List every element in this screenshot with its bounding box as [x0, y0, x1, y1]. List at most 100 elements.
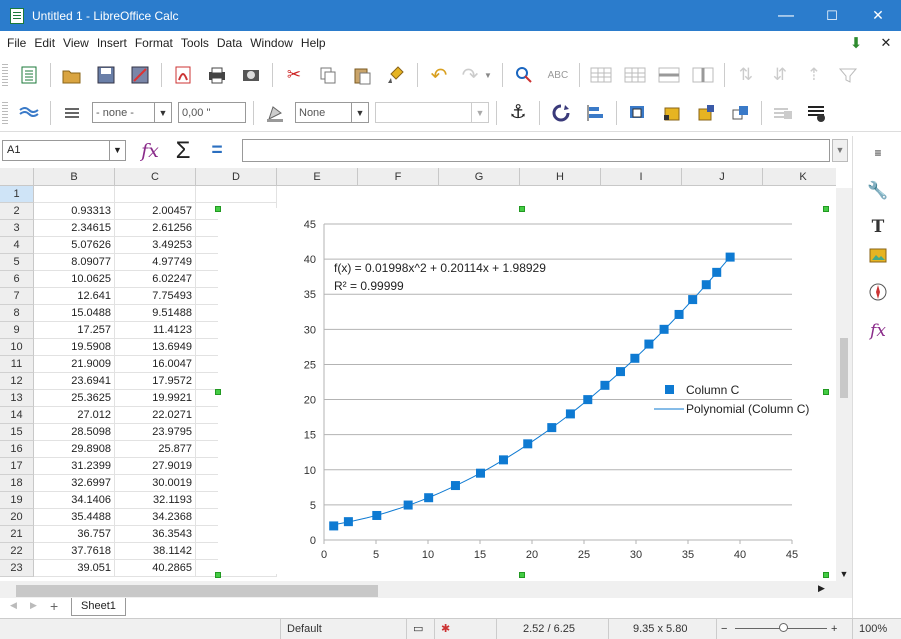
bring-to-front-icon[interactable]: [660, 101, 684, 125]
save-icon[interactable]: [94, 63, 118, 87]
menu-file[interactable]: File: [7, 35, 27, 50]
cell-b[interactable]: 28.5098: [34, 424, 115, 441]
sheet-tab[interactable]: Sheet1: [71, 598, 126, 616]
undo-icon[interactable]: ↶: [430, 64, 448, 87]
row-header[interactable]: 4: [0, 237, 34, 254]
column-header-f[interactable]: F: [358, 168, 439, 186]
cell-c[interactable]: 16.0047: [115, 356, 196, 373]
language-icon[interactable]: ▭: [406, 619, 434, 639]
copy-icon[interactable]: [316, 63, 340, 87]
row-header[interactable]: 17: [0, 458, 34, 475]
paste-icon[interactable]: [350, 63, 374, 87]
column-header-i[interactable]: I: [601, 168, 682, 186]
row-header[interactable]: 3: [0, 220, 34, 237]
horizontal-scrollbar[interactable]: ▶: [0, 581, 852, 601]
row-header[interactable]: 6: [0, 271, 34, 288]
row-header[interactable]: 15: [0, 424, 34, 441]
cell-c[interactable]: 40.2865: [115, 560, 196, 577]
formula-icon[interactable]: =: [211, 140, 223, 161]
menu-window[interactable]: Window: [250, 35, 293, 50]
scroll-right-icon[interactable]: ▶: [818, 583, 825, 593]
row-header[interactable]: 21: [0, 526, 34, 543]
row-header[interactable]: 22: [0, 543, 34, 560]
cell-c[interactable]: 3.49253: [115, 237, 196, 254]
close-button[interactable]: ✕: [872, 7, 884, 23]
rotate-icon[interactable]: [549, 101, 573, 125]
menu-view[interactable]: View: [63, 35, 89, 50]
row-header[interactable]: 10: [0, 339, 34, 356]
chart-handle-bottom[interactable]: [519, 572, 525, 578]
line-width-field[interactable]: 0,00 ": [178, 102, 246, 123]
row-header[interactable]: 7: [0, 288, 34, 305]
spelling-icon[interactable]: ABC: [547, 69, 569, 81]
cell-b[interactable]: 32.6997: [34, 475, 115, 492]
minimize-button[interactable]: —: [778, 6, 794, 24]
menu-help[interactable]: Help: [300, 35, 326, 50]
print-icon[interactable]: [205, 63, 229, 87]
vertical-scrollbar[interactable]: ▼: [836, 188, 852, 581]
menu-format[interactable]: Format: [134, 35, 173, 50]
last-sheet-icon[interactable]: ▶: [30, 600, 37, 610]
select-all-icon[interactable]: [805, 101, 829, 125]
functions-icon[interactable]: fx: [870, 321, 886, 341]
expand-formula-icon[interactable]: ▼: [832, 139, 848, 162]
cell-b[interactable]: 17.257: [34, 322, 115, 339]
send-to-back-icon[interactable]: [694, 101, 718, 125]
maximize-button[interactable]: ☐: [826, 7, 838, 23]
cell-b[interactable]: 10.0625: [34, 271, 115, 288]
menu-insert[interactable]: Insert: [96, 35, 127, 50]
border-style-select[interactable]: - none - ▼: [92, 102, 172, 123]
cell-c[interactable]: 32.1193: [115, 492, 196, 509]
row-header[interactable]: 23: [0, 560, 34, 577]
chart-handle-bottom-left[interactable]: [215, 572, 221, 578]
zoom-slider[interactable]: − +: [716, 619, 840, 639]
cell-b[interactable]: 39.051: [34, 560, 115, 577]
cell-b[interactable]: 35.4488: [34, 509, 115, 526]
open-folder-icon[interactable]: [60, 63, 84, 87]
export-pdf-icon[interactable]: [171, 63, 195, 87]
cell-b[interactable]: 8.09077: [34, 254, 115, 271]
column-header-b[interactable]: B: [34, 168, 115, 186]
column-header-c[interactable]: C: [115, 168, 196, 186]
row-header[interactable]: 9: [0, 322, 34, 339]
toolbar-grip[interactable]: [2, 64, 8, 86]
cell-c[interactable]: 7.75493: [115, 288, 196, 305]
navigator-icon[interactable]: [865, 282, 891, 308]
line-style-icon[interactable]: [60, 101, 84, 125]
first-sheet-icon[interactable]: ◀: [10, 600, 17, 610]
cell-b[interactable]: 15.0488: [34, 305, 115, 322]
chart-handle-top-right[interactable]: [823, 206, 829, 212]
cell-c[interactable]: 27.9019: [115, 458, 196, 475]
cell-c[interactable]: 19.9921: [115, 390, 196, 407]
row-header[interactable]: 11: [0, 356, 34, 373]
cell-c[interactable]: 23.9795: [115, 424, 196, 441]
cell-c[interactable]: 17.9572: [115, 373, 196, 390]
cell-c[interactable]: 6.02247: [115, 271, 196, 288]
anchor-icon[interactable]: ⚓: [509, 102, 527, 123]
cell-b[interactable]: 2.34615: [34, 220, 115, 237]
align-objects-icon[interactable]: [583, 101, 607, 125]
cell-c[interactable]: 30.0019: [115, 475, 196, 492]
cut-icon[interactable]: ✂: [286, 65, 302, 84]
page-style[interactable]: Default: [280, 619, 406, 639]
update-download-icon[interactable]: ⬇: [849, 34, 863, 52]
function-wizard-icon[interactable]: fx: [141, 140, 159, 162]
row-header[interactable]: 14: [0, 407, 34, 424]
chart[interactable]: 0 5 10 15 20 25 30 35 40 45 0 5 10 15 20 25 30 35 40 45 f(x)…: [218, 208, 826, 574]
corner-select-all[interactable]: [0, 168, 34, 186]
zoom-level[interactable]: 100%: [852, 619, 901, 639]
scroll-down-icon[interactable]: ▼: [839, 569, 849, 579]
add-sheet-icon[interactable]: +: [50, 598, 59, 614]
row-header[interactable]: 13: [0, 390, 34, 407]
column-header-j[interactable]: J: [682, 168, 763, 186]
cell-c[interactable]: 11.4123: [115, 322, 196, 339]
cell-d[interactable]: [196, 186, 277, 203]
chart-handle-right[interactable]: [823, 389, 829, 395]
column-header-h[interactable]: H: [520, 168, 601, 186]
properties-icon[interactable]: 🔧: [867, 181, 889, 200]
cell-b[interactable]: 31.2399: [34, 458, 115, 475]
cell-c[interactable]: 2.61256: [115, 220, 196, 237]
print-preview-icon[interactable]: [239, 63, 263, 87]
row-header[interactable]: 2: [0, 203, 34, 220]
toolbar-grip[interactable]: [2, 101, 8, 124]
